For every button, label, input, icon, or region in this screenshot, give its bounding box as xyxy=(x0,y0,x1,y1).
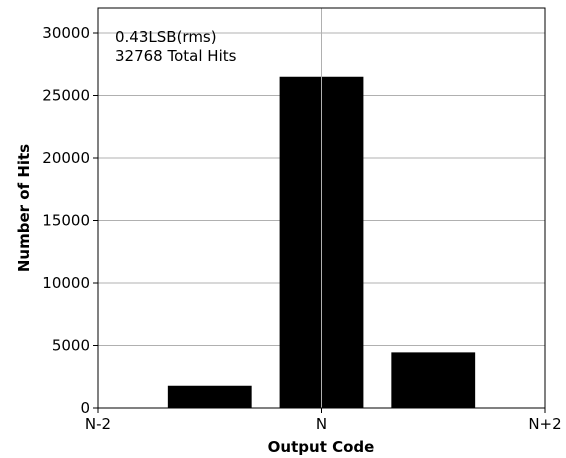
y-tick-label: 15000 xyxy=(42,212,90,230)
y-tick-label: 30000 xyxy=(42,24,90,42)
bar-n-1 xyxy=(167,385,252,408)
y-tick-label: 10000 xyxy=(42,274,90,292)
y-tick-label: 5000 xyxy=(52,337,90,355)
y-tick-label: 20000 xyxy=(42,149,90,167)
bar-nplus1 xyxy=(391,352,476,408)
x-tick-label: N xyxy=(316,415,327,433)
annotation-total-hits: 32768 Total Hits xyxy=(115,47,237,65)
annotation-rms: 0.43LSB(rms) xyxy=(115,28,217,46)
x-tick-label: N-2 xyxy=(85,415,111,433)
y-axis-ticks: 0 5000 10000 15000 20000 25000 30000 xyxy=(42,24,98,417)
y-tick-label: 25000 xyxy=(42,87,90,105)
y-axis-title: Number of Hits xyxy=(15,144,33,272)
x-axis-title: Output Code xyxy=(268,438,375,456)
x-tick-label: N+2 xyxy=(528,415,561,433)
y-tick-label: 0 xyxy=(80,399,90,417)
x-axis-ticks: N-2 N N+2 xyxy=(85,408,562,433)
